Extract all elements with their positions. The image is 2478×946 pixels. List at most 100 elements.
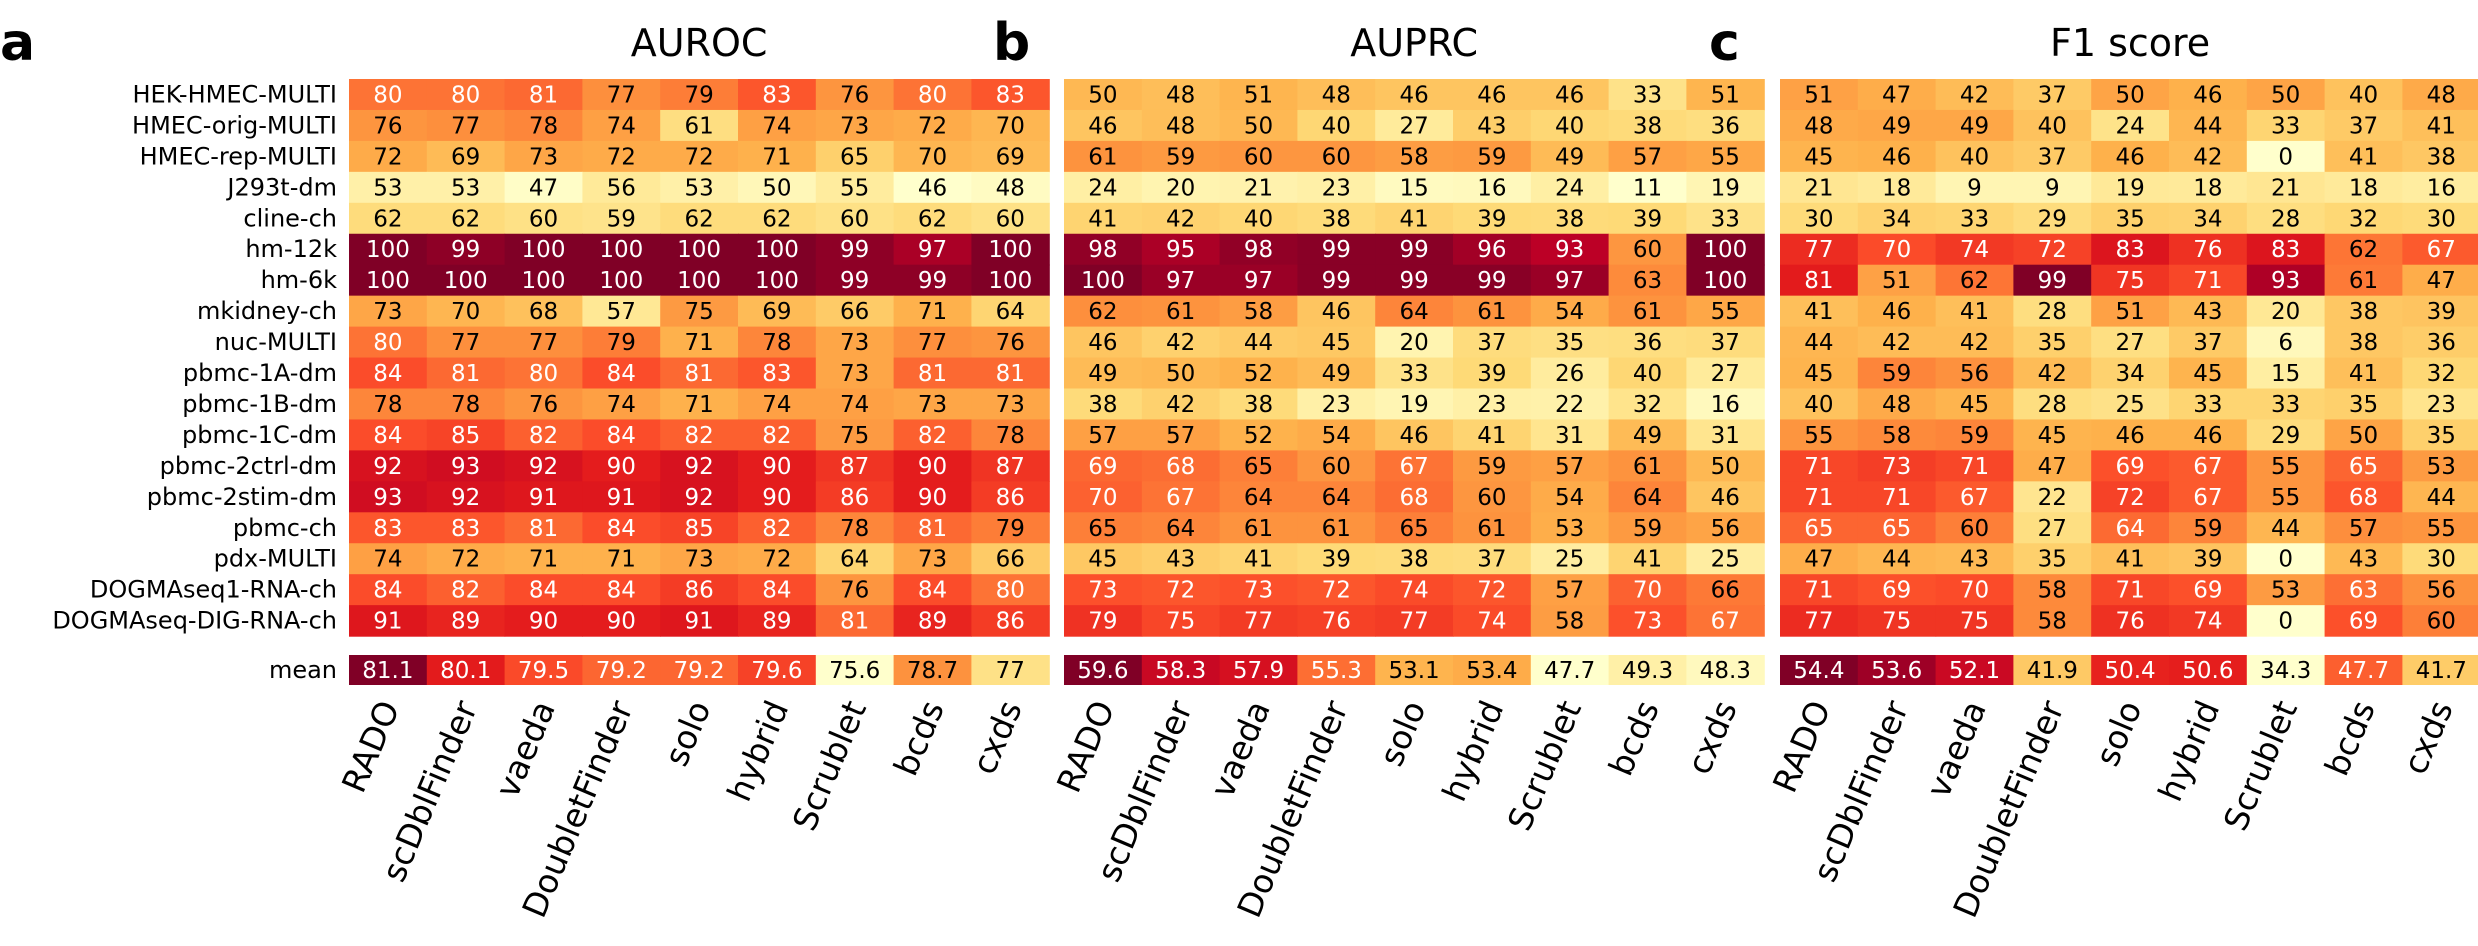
cell-value: 48 — [1166, 82, 1195, 108]
cell-value: 81 — [840, 609, 869, 635]
row-label: mkidney-ch — [197, 297, 337, 325]
heatmap-cell — [1530, 109, 1610, 142]
heatmap-cell — [504, 109, 583, 142]
cell-value: 73 — [684, 547, 713, 573]
heatmap-cell — [1064, 233, 1143, 266]
heatmap-cell — [1780, 512, 1859, 544]
cell-value: 61 — [1322, 516, 1351, 542]
heatmap-cell — [1530, 388, 1610, 421]
heatmap-cell — [1935, 202, 2014, 235]
cell-value: 98 — [1088, 237, 1117, 263]
cell-value: 62 — [451, 206, 480, 232]
cell-value: 100 — [755, 237, 799, 263]
cell-value: 79 — [607, 330, 636, 356]
heatmap-cell — [582, 326, 661, 359]
cell-value: 18 — [2193, 175, 2222, 201]
cell-value: 89 — [918, 609, 947, 635]
heatmap-cell — [2169, 512, 2248, 544]
heatmap-cell — [815, 357, 895, 390]
cell-value: 41 — [2115, 547, 2144, 573]
heatmap-cell — [815, 264, 895, 297]
cell-value: 46 — [2115, 423, 2144, 449]
cell-value: 53 — [451, 175, 480, 201]
cell-value: 84 — [529, 578, 558, 604]
row-label: pbmc-2ctrl-dm — [160, 452, 337, 480]
heatmap-cell — [1453, 450, 1532, 482]
cell-value: 50 — [1088, 82, 1117, 108]
heatmap-cell — [349, 388, 428, 421]
heatmap-cell — [1686, 357, 1765, 390]
cell-value: 32 — [1633, 392, 1662, 418]
cell-value: 45 — [2038, 423, 2067, 449]
heatmap-cell — [1530, 574, 1610, 606]
heatmap-cell — [1780, 481, 1859, 513]
cell-value: 83 — [762, 82, 791, 108]
cell-value: 66 — [996, 547, 1025, 573]
cell-value: 36 — [1633, 330, 1662, 356]
cell-value: 46 — [2193, 423, 2222, 449]
panel-title: AUPRC — [1350, 21, 1478, 65]
cell-value: 35 — [2115, 206, 2144, 232]
heatmap-cell — [2091, 140, 2170, 173]
heatmap-cell — [582, 512, 661, 544]
heatmap-cell — [1530, 326, 1610, 359]
heatmap-cell — [1608, 295, 1687, 328]
cell-value: 26 — [1555, 361, 1584, 387]
mean-value: 79.5 — [518, 658, 569, 684]
heatmap-cell — [1935, 388, 2014, 421]
cell-value: 76 — [2115, 609, 2144, 635]
cell-value: 41 — [1477, 423, 1506, 449]
cell-value: 55 — [1711, 144, 1740, 170]
cell-value: 61 — [1477, 299, 1506, 325]
heatmap-cell — [1141, 140, 1221, 173]
heatmap-cell — [738, 295, 817, 328]
heatmap-cell — [2091, 574, 2170, 606]
heatmap-cell — [660, 512, 739, 544]
heatmap-cell — [1686, 512, 1765, 544]
heatmap-cell — [1857, 419, 1937, 451]
cell-value: 20 — [1399, 330, 1428, 356]
cell-value: 80 — [918, 82, 947, 108]
heatmap-cell — [1935, 295, 2014, 328]
cell-value: 37 — [1477, 547, 1506, 573]
heatmap-cell — [2246, 202, 2326, 235]
heatmap-cell — [504, 233, 583, 266]
heatmap-cell — [1857, 233, 1937, 266]
heatmap-cell — [2324, 233, 2403, 266]
heatmap-cell — [1141, 543, 1221, 575]
heatmap-cell — [582, 481, 661, 513]
heatmap-cell — [2402, 109, 2478, 142]
cell-value: 38 — [2349, 330, 2378, 356]
heatmap-cell — [504, 357, 583, 390]
heatmap-cell — [1608, 140, 1687, 173]
cell-value: 37 — [2349, 113, 2378, 139]
heatmap-cell — [349, 109, 428, 142]
heatmap-cell — [1219, 109, 1298, 142]
heatmap-cell — [2013, 171, 2092, 204]
cell-value: 62 — [918, 206, 947, 232]
heatmap-cell — [1608, 233, 1687, 266]
cell-value: 53 — [2427, 454, 2456, 480]
heatmap-cell — [1608, 574, 1687, 606]
cell-value: 22 — [2038, 485, 2067, 511]
cell-value: 78 — [373, 392, 402, 418]
heatmap-cell — [2091, 202, 2170, 235]
heatmap-cell — [2246, 326, 2326, 359]
cell-value: 87 — [996, 454, 1025, 480]
cell-value: 24 — [2115, 113, 2144, 139]
heatmap-cell — [426, 574, 506, 606]
mean-value: 47.7 — [1544, 658, 1595, 684]
cell-value: 73 — [1088, 578, 1117, 604]
heatmap-cell — [1141, 388, 1221, 421]
cell-value: 63 — [2349, 578, 2378, 604]
cell-value: 70 — [1882, 237, 1911, 263]
heatmap-cell — [2013, 605, 2092, 637]
cell-value: 61 — [1088, 144, 1117, 170]
mean-value: 79.2 — [596, 658, 647, 684]
method-tick-label: Scrublet — [785, 695, 874, 836]
cell-value: 83 — [2271, 237, 2300, 263]
heatmap-cell — [1530, 543, 1610, 575]
cell-value: 76 — [529, 392, 558, 418]
heatmap-cell — [1219, 79, 1298, 111]
heatmap-cell — [1297, 388, 1376, 421]
